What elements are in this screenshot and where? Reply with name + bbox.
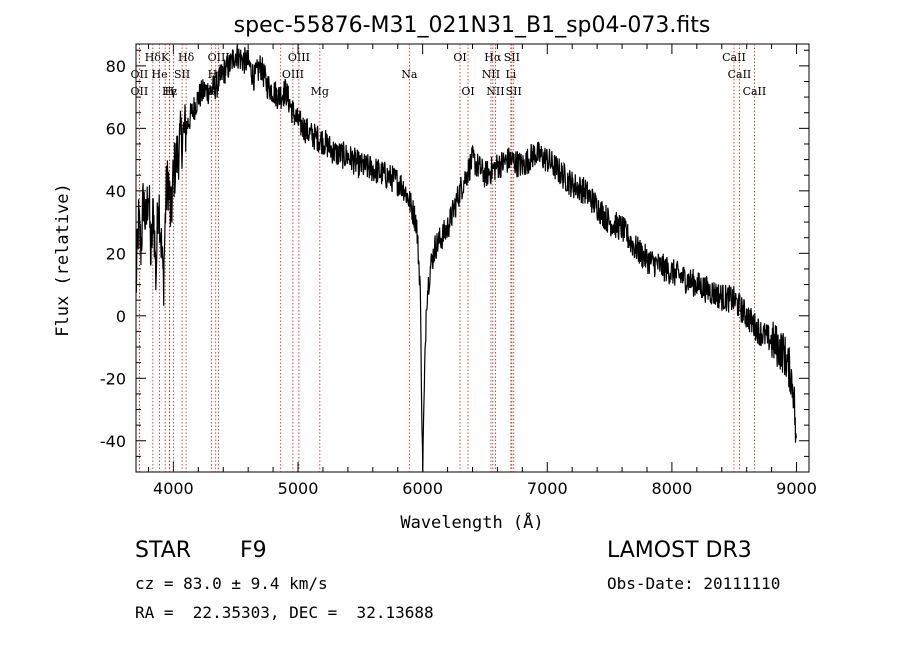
line-label: SII xyxy=(174,68,190,81)
y-tick-label: -20 xyxy=(100,369,126,388)
line-label: Hε xyxy=(162,85,178,98)
line-label: SII xyxy=(504,51,520,64)
x-tick-label: 7000 xyxy=(527,479,568,498)
line-label: K xyxy=(161,51,170,64)
y-tick-label: -40 xyxy=(100,432,126,451)
y-tick-label: 20 xyxy=(106,244,126,263)
line-label: Hδ xyxy=(178,51,195,64)
line-label: Na xyxy=(401,68,418,81)
line-label: OII xyxy=(131,85,149,98)
x-axis-label: Wavelength (Å) xyxy=(400,511,543,533)
spectrum-line xyxy=(135,43,797,473)
line-label: H xyxy=(165,85,175,98)
line-label: CaII xyxy=(743,85,767,98)
line-label: OIII xyxy=(282,68,304,81)
line-label: Hδ xyxy=(145,51,162,64)
line-label: NII xyxy=(486,85,504,98)
redshift-cz: cz = 83.0 ± 9.4 km/s xyxy=(135,574,328,593)
line-label: OIII xyxy=(288,51,310,64)
line-label: CaII xyxy=(722,51,746,64)
line-label: OII xyxy=(131,68,149,81)
x-tick-label: 8000 xyxy=(652,479,693,498)
line-label: CaII xyxy=(728,68,752,81)
x-tick-label: 5000 xyxy=(278,479,319,498)
coordinates: RA = 22.35303, DEC = 32.13688 xyxy=(135,603,434,622)
line-label: Mg xyxy=(311,85,329,98)
x-tick-label: 9000 xyxy=(776,479,817,498)
survey-name: LAMOST DR3 xyxy=(607,538,752,563)
y-tick-label: 0 xyxy=(116,307,126,326)
line-label: OI xyxy=(461,85,474,98)
line-label: OI xyxy=(453,51,466,64)
line-label: Hα xyxy=(484,51,502,64)
object-class: STAR xyxy=(135,538,192,563)
x-tick-label: 4000 xyxy=(153,479,194,498)
y-axis-label: Flux (relative) xyxy=(53,183,73,337)
y-tick-label: 80 xyxy=(106,57,126,76)
y-tick-label: 60 xyxy=(106,119,126,138)
x-tick-label: 6000 xyxy=(402,479,443,498)
line-label: γ xyxy=(170,85,177,98)
plot-frame xyxy=(135,43,810,473)
object-subclass: F9 xyxy=(240,538,267,563)
line-label: He xyxy=(152,68,168,81)
observation-date: Obs-Date: 20111110 xyxy=(607,574,781,593)
line-label: SII xyxy=(506,85,522,98)
chart-title: spec-55876-M31_021N31_B1_sp04-073.fits xyxy=(234,13,711,38)
y-tick-label: 40 xyxy=(106,182,126,201)
line-label: NII xyxy=(482,68,500,81)
line-label: Li xyxy=(505,68,516,81)
